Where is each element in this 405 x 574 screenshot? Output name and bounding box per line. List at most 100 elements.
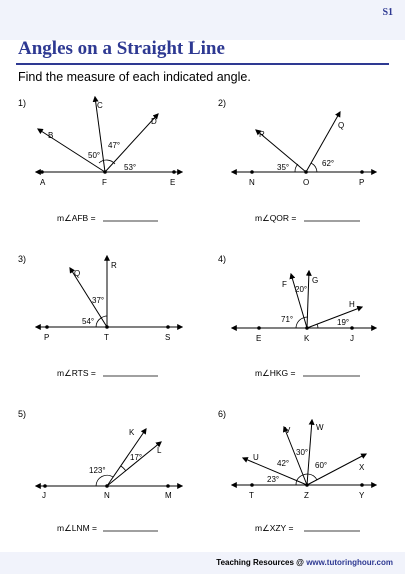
- problem-number: 5): [18, 409, 26, 419]
- point-label-d: D: [151, 117, 157, 126]
- point-marker: [350, 326, 354, 330]
- question-text: m∠XZY =: [255, 523, 293, 533]
- point-marker: [43, 484, 47, 488]
- point-marker: [166, 325, 170, 329]
- angle-label: 37°: [92, 296, 104, 305]
- point-label-p: P: [44, 333, 49, 342]
- point-label-q: Q: [74, 269, 80, 278]
- point-label-n: N: [104, 491, 110, 500]
- page-title: Angles on a Straight Line: [18, 38, 225, 59]
- point-label-r: R: [111, 261, 117, 270]
- point-label-r: R: [259, 130, 265, 139]
- point-label-e: E: [256, 334, 261, 343]
- vertex-point: [305, 326, 309, 330]
- angle-label: 53°: [124, 163, 136, 172]
- problem-number: 3): [18, 254, 26, 264]
- point-marker: [250, 483, 254, 487]
- footer-prefix: Teaching Resources @: [216, 558, 307, 567]
- point-label-s: S: [165, 333, 170, 342]
- point-label-a: A: [40, 178, 46, 187]
- problem-3: 3) P T S Q R 37° 54° m∠RTS =: [18, 254, 184, 378]
- angle-arc: [294, 163, 299, 173]
- angle-arc: [302, 473, 309, 476]
- point-label-e: E: [170, 178, 175, 187]
- question-text: m∠RTS =: [57, 368, 96, 378]
- point-marker: [40, 170, 44, 174]
- point-label-j: J: [42, 491, 46, 500]
- angle-label: 60°: [315, 461, 327, 470]
- point-label-u: U: [253, 453, 259, 462]
- problem-2: 2) N O P R Q 35° 62° m∠QOR =: [218, 98, 378, 223]
- angle-label: 19°: [337, 318, 349, 327]
- footer-credit: Teaching Resources @ www.tutoringhour.co…: [216, 558, 393, 567]
- point-label-x: X: [359, 463, 365, 472]
- ray-q: [69, 266, 108, 328]
- problem-5: 5) J N M K L 17° 123° m∠LNM =: [18, 409, 184, 533]
- point-label-g: G: [312, 276, 318, 285]
- angle-arc: [120, 465, 127, 472]
- point-label-p: P: [359, 178, 364, 187]
- question-text: m∠LNM =: [57, 523, 97, 533]
- angle-arc: [295, 317, 304, 329]
- vertex-point: [105, 325, 109, 329]
- footer-site-link[interactable]: www.tutoringhour.com: [306, 558, 393, 567]
- angle-label: 62°: [322, 159, 334, 168]
- point-label-q: Q: [338, 121, 344, 130]
- point-marker: [172, 170, 176, 174]
- angle-label: 54°: [82, 317, 94, 326]
- problem-number: 2): [218, 98, 226, 108]
- footer-band: Teaching Resources @ www.tutoringhour.co…: [0, 552, 405, 574]
- problem-6: 6) T Z Y U V W X 30° 42° 60° 23° m∠XZY =: [218, 409, 378, 533]
- angle-arc: [302, 316, 309, 319]
- point-marker: [360, 483, 364, 487]
- vertex-point: [304, 170, 308, 174]
- problem-1: 1) A F E B C D 50° 47° 53° m∠AFB =: [18, 95, 184, 223]
- point-label-v: V: [285, 426, 291, 435]
- point-label-n: N: [249, 178, 255, 187]
- point-label-f: F: [282, 280, 287, 289]
- point-label-c: C: [97, 101, 103, 110]
- point-label-f: F: [102, 178, 107, 187]
- point-label-h: H: [349, 300, 355, 309]
- point-label-k: K: [304, 334, 310, 343]
- ray-l: [106, 441, 162, 487]
- angle-label: 123°: [89, 466, 106, 475]
- header-band: S1: [0, 0, 405, 40]
- problem-number: 1): [18, 98, 26, 108]
- angle-arc: [100, 315, 108, 319]
- ray-g: [305, 269, 312, 329]
- problem-number: 4): [218, 254, 226, 264]
- ray-k: [106, 428, 147, 487]
- point-marker: [166, 484, 170, 488]
- ray-b: [36, 128, 106, 173]
- point-marker: [250, 170, 254, 174]
- title-divider: [16, 63, 389, 65]
- angle-label: 71°: [281, 315, 293, 324]
- angle-arc: [307, 473, 318, 481]
- point-marker: [257, 326, 261, 330]
- point-label-t: T: [104, 333, 109, 342]
- worksheet-code: S1: [382, 7, 393, 18]
- question-text: m∠QOR =: [255, 213, 296, 223]
- instructions: Find the measure of each indicated angle…: [18, 70, 251, 84]
- angle-label: 30°: [296, 448, 308, 457]
- angle-arc: [296, 474, 304, 481]
- question-text: m∠HKG =: [255, 368, 295, 378]
- angle-label: 23°: [267, 475, 279, 484]
- point-label-z: Z: [304, 491, 309, 500]
- point-label-w: W: [316, 423, 324, 432]
- vertex-point: [305, 483, 309, 487]
- point-label-l: L: [157, 446, 162, 455]
- question-text: m∠AFB =: [57, 213, 96, 223]
- angle-arc: [95, 474, 114, 487]
- point-label-y: Y: [359, 491, 365, 500]
- angle-label: 35°: [277, 163, 289, 172]
- point-marker: [45, 325, 49, 329]
- vertex-point: [105, 484, 109, 488]
- angle-label: 50°: [88, 151, 100, 160]
- ray-r: [255, 129, 307, 173]
- point-label-t: T: [249, 491, 254, 500]
- vertex-point: [103, 170, 107, 174]
